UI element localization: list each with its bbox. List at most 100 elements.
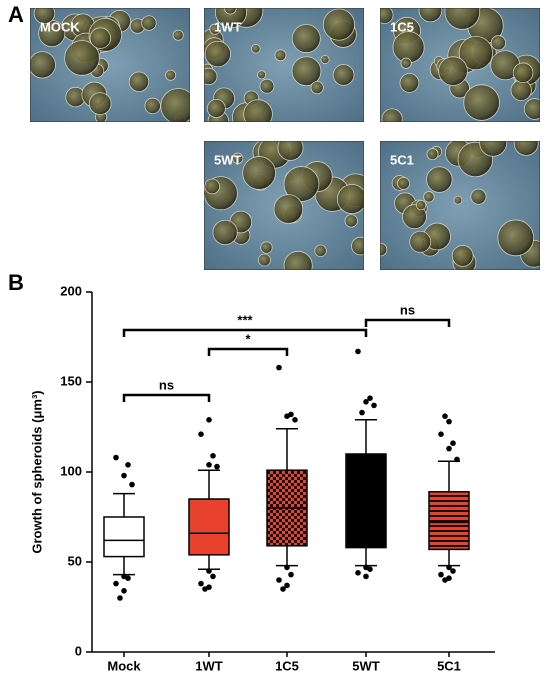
- outlier: [355, 570, 361, 576]
- significance-bracket: [122, 393, 211, 402]
- significance-label: ***: [237, 312, 253, 327]
- spheroid: [209, 23, 221, 35]
- spheroid: [451, 245, 474, 267]
- outlier: [371, 402, 377, 409]
- outlier: [198, 580, 204, 587]
- spheroid: [258, 253, 271, 267]
- spheroid: [206, 99, 226, 118]
- spheroid: [128, 71, 150, 92]
- spheroid: [214, 8, 248, 29]
- spheroid: [400, 57, 412, 69]
- outlier: [355, 348, 361, 355]
- outlier: [121, 588, 127, 594]
- outlier: [210, 453, 216, 459]
- significance-label: *: [245, 331, 251, 346]
- spheroid: [510, 79, 532, 101]
- spheroid: [402, 204, 427, 230]
- spheroid: [204, 40, 231, 68]
- outlier: [450, 440, 456, 447]
- spheroid: [204, 67, 218, 86]
- outlier: [363, 573, 369, 580]
- outlier: [210, 573, 216, 580]
- outlier: [363, 399, 369, 405]
- spheroid: [212, 219, 238, 246]
- y-tick-label: 150: [60, 373, 82, 388]
- outlier: [446, 418, 452, 425]
- image-label: 5WT: [214, 152, 242, 167]
- spheroid: [418, 8, 443, 23]
- significance-label: ns: [400, 302, 415, 317]
- outlier: [442, 577, 448, 583]
- outlier: [442, 413, 448, 420]
- spheroid: [336, 184, 364, 214]
- x-tick-label: 1C5: [275, 658, 299, 673]
- spheroid: [165, 69, 177, 81]
- outlier: [438, 571, 444, 578]
- spheroid: [512, 62, 534, 84]
- spheroid: [332, 64, 355, 86]
- outlier: [284, 582, 290, 589]
- spheroid: [141, 15, 157, 31]
- outlier: [206, 462, 212, 468]
- outlier: [450, 568, 456, 574]
- outlier: [206, 417, 212, 423]
- spheroid: [344, 214, 358, 228]
- outlier: [367, 395, 373, 402]
- spheroid: [144, 97, 161, 115]
- outlier: [454, 456, 460, 463]
- micrograph: [204, 8, 364, 122]
- spheroid: [399, 73, 420, 93]
- outlier: [446, 564, 452, 571]
- spheroid: [322, 8, 355, 41]
- outlier: [367, 566, 373, 572]
- spheroid: [314, 244, 327, 257]
- spheroid: [260, 241, 273, 254]
- spheroid: [458, 35, 493, 71]
- spheroid: [490, 35, 507, 51]
- outlier: [206, 568, 212, 574]
- spheroid: [172, 29, 184, 41]
- spheroid: [392, 31, 425, 64]
- spheroid: [463, 84, 500, 121]
- significance-bracket: [207, 347, 289, 356]
- image-label: MOCK: [40, 19, 80, 34]
- spheroid: [251, 44, 261, 54]
- panel-label: A: [8, 2, 24, 27]
- outlier: [276, 577, 282, 583]
- image-label: 1WT: [214, 19, 242, 34]
- spheroid: [242, 156, 276, 190]
- outlier: [284, 564, 290, 571]
- outlier: [288, 571, 294, 578]
- outlier: [113, 454, 119, 461]
- box: [103, 516, 145, 558]
- box: [345, 453, 387, 549]
- spheroid: [381, 108, 403, 122]
- outlier: [121, 472, 127, 479]
- spheroid: [273, 194, 304, 224]
- spheroid: [30, 51, 56, 79]
- outlier: [280, 586, 286, 592]
- spheroid: [320, 54, 330, 64]
- outlier: [198, 431, 204, 438]
- y-tick-label: 50: [68, 553, 82, 568]
- significance-bracket: [364, 318, 451, 327]
- spheroid: [497, 219, 535, 257]
- spheroid: [291, 56, 322, 87]
- outlier: [129, 481, 135, 488]
- outlier: [125, 575, 131, 581]
- outlier: [359, 409, 365, 416]
- spheroid: [351, 236, 364, 256]
- spheroid: [291, 24, 321, 53]
- spheroid: [523, 98, 540, 120]
- significance-bracket: [122, 328, 368, 337]
- spheroid: [283, 250, 313, 270]
- micrograph: [380, 8, 540, 122]
- outlier: [117, 595, 123, 601]
- spheroid: [259, 78, 275, 94]
- x-tick-label: Mock: [107, 658, 141, 673]
- spheroid: [277, 141, 304, 161]
- spheroid: [283, 166, 320, 202]
- micrograph: [204, 141, 364, 270]
